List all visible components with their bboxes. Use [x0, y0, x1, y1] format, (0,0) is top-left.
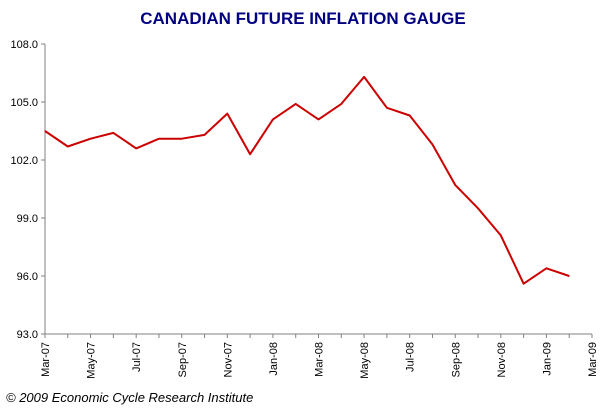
data-point	[90, 138, 92, 140]
data-point	[363, 76, 365, 78]
x-tick-label: May-08	[359, 342, 371, 379]
x-tick-label: May-07	[86, 342, 98, 379]
data-point	[409, 115, 411, 117]
x-tick-label: Sep-07	[177, 342, 189, 377]
x-tick-label: Sep-08	[450, 342, 462, 377]
y-tick-label: 93.0	[17, 329, 38, 341]
x-tick-label: Nov-07	[222, 342, 234, 377]
data-point	[295, 103, 297, 105]
data-point	[340, 103, 342, 105]
copyright-footer: © 2009 Economic Cycle Research Institute	[6, 390, 253, 405]
x-tick-label: Mar-08	[314, 342, 326, 377]
chart-title: CANADIAN FUTURE INFLATION GAUGE	[140, 9, 466, 28]
data-point	[226, 113, 228, 115]
y-tick-label: 102.0	[10, 155, 38, 167]
x-tick-label: Jan-08	[268, 342, 280, 376]
data-point	[249, 153, 251, 155]
data-point	[500, 234, 502, 236]
y-tick-label: 99.0	[17, 213, 38, 225]
data-point	[386, 107, 388, 109]
y-tick-label: 96.0	[17, 271, 38, 283]
data-point	[454, 184, 456, 186]
y-tick-label: 105.0	[10, 97, 38, 109]
y-axis-tick-labels: 93.0 96.0 99.0 102.0 105.0 108.0	[10, 39, 38, 341]
x-tick-label: Nov-08	[496, 342, 508, 377]
data-point	[477, 207, 479, 209]
data-point	[318, 118, 319, 120]
data-point	[158, 138, 160, 140]
data-point	[67, 145, 69, 147]
data-point	[44, 130, 46, 132]
data-point	[112, 132, 114, 134]
x-tick-label: Jan-09	[541, 342, 553, 376]
data-point	[545, 267, 547, 269]
x-tick-label: Mar-07	[40, 342, 52, 377]
y-tick-label: 108.0	[10, 39, 38, 51]
series-line	[44, 75, 570, 285]
x-axis-tick-labels: Mar-07 May-07 Jul-07 Sep-07 Nov-07 Jan-08 Mar-…	[40, 342, 599, 379]
axes	[41, 43, 593, 338]
data-point	[568, 275, 570, 277]
data-point	[181, 138, 183, 140]
data-point	[204, 134, 206, 136]
data-point	[135, 147, 137, 149]
x-tick-label: Jul-08	[405, 342, 417, 372]
x-tick-label: Jul-07	[131, 342, 143, 372]
data-point	[431, 144, 433, 146]
data-point	[523, 283, 525, 285]
series-group	[44, 75, 570, 285]
data-point	[272, 118, 274, 120]
x-tick-label: Mar-09	[587, 342, 599, 377]
